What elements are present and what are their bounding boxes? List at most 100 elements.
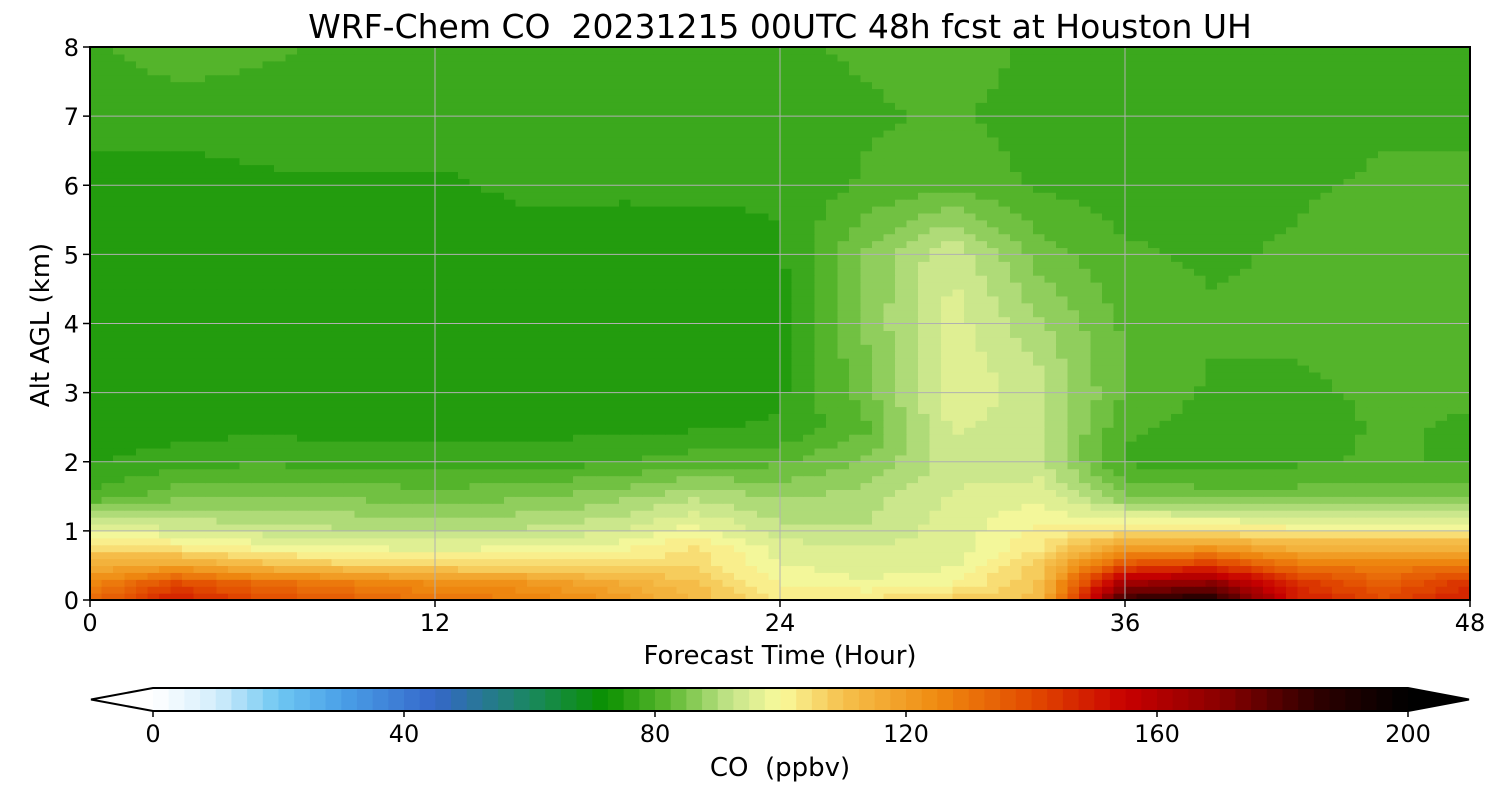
contour-cell — [895, 378, 908, 387]
contour-cell — [918, 330, 931, 338]
contour-cell — [584, 586, 597, 594]
contour-cell — [285, 323, 298, 332]
contour-cell — [1309, 496, 1322, 504]
contour-cell — [251, 434, 264, 442]
contour-cell — [308, 579, 321, 587]
contour-cell — [1251, 316, 1264, 325]
contour-cell — [159, 565, 172, 573]
contour-cell — [895, 344, 908, 352]
contour-cell — [1286, 579, 1299, 587]
contour-cell — [791, 344, 804, 352]
contour-cell — [285, 399, 298, 408]
contour-cell — [366, 351, 379, 359]
contour-cell — [423, 434, 436, 442]
contour-cell — [1320, 330, 1333, 338]
contour-cell — [630, 496, 643, 504]
contour-cell — [538, 413, 551, 421]
contour-cell — [1159, 358, 1172, 366]
contour-cell — [1205, 385, 1218, 394]
contour-cell — [1355, 468, 1368, 477]
contour-cell — [1148, 378, 1161, 387]
contour-cell — [929, 572, 942, 580]
contour-cell — [274, 427, 287, 435]
contour-cell — [1424, 371, 1437, 380]
contour-cell — [504, 551, 517, 560]
contour-cell — [1378, 461, 1391, 470]
contour-cell — [216, 399, 229, 408]
contour-cell — [872, 364, 885, 373]
contour-cell — [826, 344, 839, 352]
contour-cell — [1309, 544, 1322, 553]
contour-cell — [366, 544, 379, 553]
contour-cell — [1251, 523, 1264, 532]
contour-cell — [412, 385, 425, 394]
contour-cell — [814, 351, 827, 359]
contour-cell — [1205, 586, 1218, 594]
contour-cell — [1332, 378, 1345, 387]
contour-cell — [1217, 537, 1230, 546]
contour-cell — [734, 537, 747, 546]
contour-cell — [182, 461, 195, 470]
contour-cell — [1401, 558, 1414, 567]
contour-cell — [929, 351, 942, 359]
contour-cell — [573, 337, 586, 345]
contour-cell — [1424, 392, 1437, 401]
contour-cell — [688, 323, 701, 332]
contour-cell — [527, 468, 540, 477]
contour-cell — [1458, 344, 1471, 352]
contour-cell — [676, 309, 689, 318]
contour-cell — [228, 496, 241, 504]
contour-cell — [251, 427, 264, 435]
contour-cell — [504, 454, 517, 463]
contour-cell — [320, 572, 333, 580]
contour-cell — [101, 523, 114, 532]
contour-cell — [435, 461, 448, 470]
contour-cell — [124, 378, 137, 387]
contour-cell — [780, 392, 793, 401]
contour-cell — [527, 475, 540, 484]
contour-cell — [1010, 392, 1023, 401]
contour-cell — [481, 413, 494, 421]
contour-cell — [469, 378, 482, 387]
contour-cell — [1343, 392, 1356, 401]
contour-cell — [1458, 537, 1471, 546]
contour-cell — [320, 441, 333, 449]
contour-cell — [492, 406, 505, 414]
contour-cell — [297, 413, 310, 421]
contour-cell — [1343, 316, 1356, 325]
contour-cell — [136, 517, 149, 525]
contour-cell — [136, 364, 149, 373]
contour-cell — [699, 427, 712, 435]
contour-cell — [1309, 337, 1322, 345]
contour-cell — [1044, 475, 1057, 484]
contour-cell — [1205, 475, 1218, 484]
contour-cell — [918, 579, 931, 587]
contour-cell — [837, 468, 850, 477]
contour-cell — [780, 517, 793, 525]
contour-cell — [619, 420, 632, 428]
contour-cell — [1136, 461, 1149, 470]
contour-cell — [837, 503, 850, 511]
contour-cell — [423, 337, 436, 345]
contour-cell — [1136, 399, 1149, 408]
contour-cell — [780, 371, 793, 380]
contour-cell — [1447, 364, 1460, 373]
contour-cell — [814, 523, 827, 532]
contour-cell — [1424, 427, 1437, 435]
contour-cell — [561, 510, 574, 518]
contour-cell — [676, 586, 689, 594]
contour-cell — [987, 517, 1000, 525]
contour-cell — [538, 406, 551, 414]
contour-cell — [1136, 427, 1149, 435]
contour-cell — [1251, 385, 1264, 394]
contour-cell — [1332, 434, 1345, 442]
contour-cell — [412, 358, 425, 366]
contour-cell — [1424, 510, 1437, 518]
contour-cell — [274, 330, 287, 338]
contour-cell — [435, 503, 448, 511]
contour-cell — [745, 406, 758, 414]
contour-cell — [1263, 323, 1276, 332]
contour-cell — [400, 489, 413, 497]
contour-cell — [481, 503, 494, 511]
contour-cell — [1435, 420, 1448, 428]
